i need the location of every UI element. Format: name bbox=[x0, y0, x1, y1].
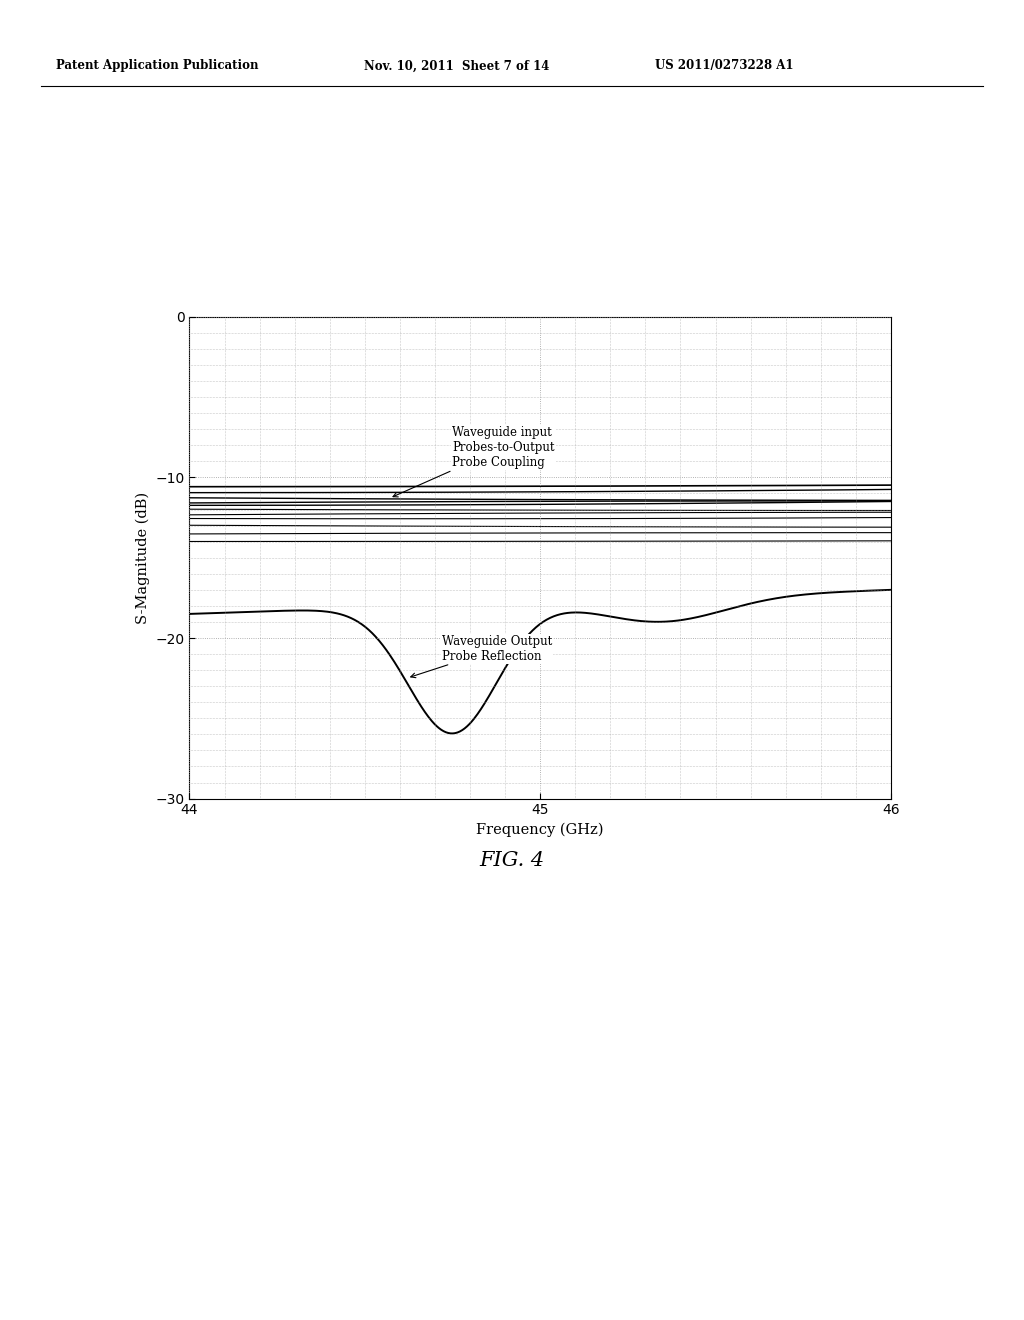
Text: Waveguide input
Probes-to-Output
Probe Coupling: Waveguide input Probes-to-Output Probe C… bbox=[393, 426, 555, 496]
Text: US 2011/0273228 A1: US 2011/0273228 A1 bbox=[655, 59, 794, 73]
Text: Patent Application Publication: Patent Application Publication bbox=[56, 59, 259, 73]
Text: Waveguide Output
Probe Reflection: Waveguide Output Probe Reflection bbox=[411, 635, 552, 677]
Text: Nov. 10, 2011  Sheet 7 of 14: Nov. 10, 2011 Sheet 7 of 14 bbox=[364, 59, 549, 73]
X-axis label: Frequency (GHz): Frequency (GHz) bbox=[476, 822, 604, 837]
Y-axis label: S-Magnitude (dB): S-Magnitude (dB) bbox=[135, 491, 150, 624]
Text: FIG. 4: FIG. 4 bbox=[479, 851, 545, 870]
